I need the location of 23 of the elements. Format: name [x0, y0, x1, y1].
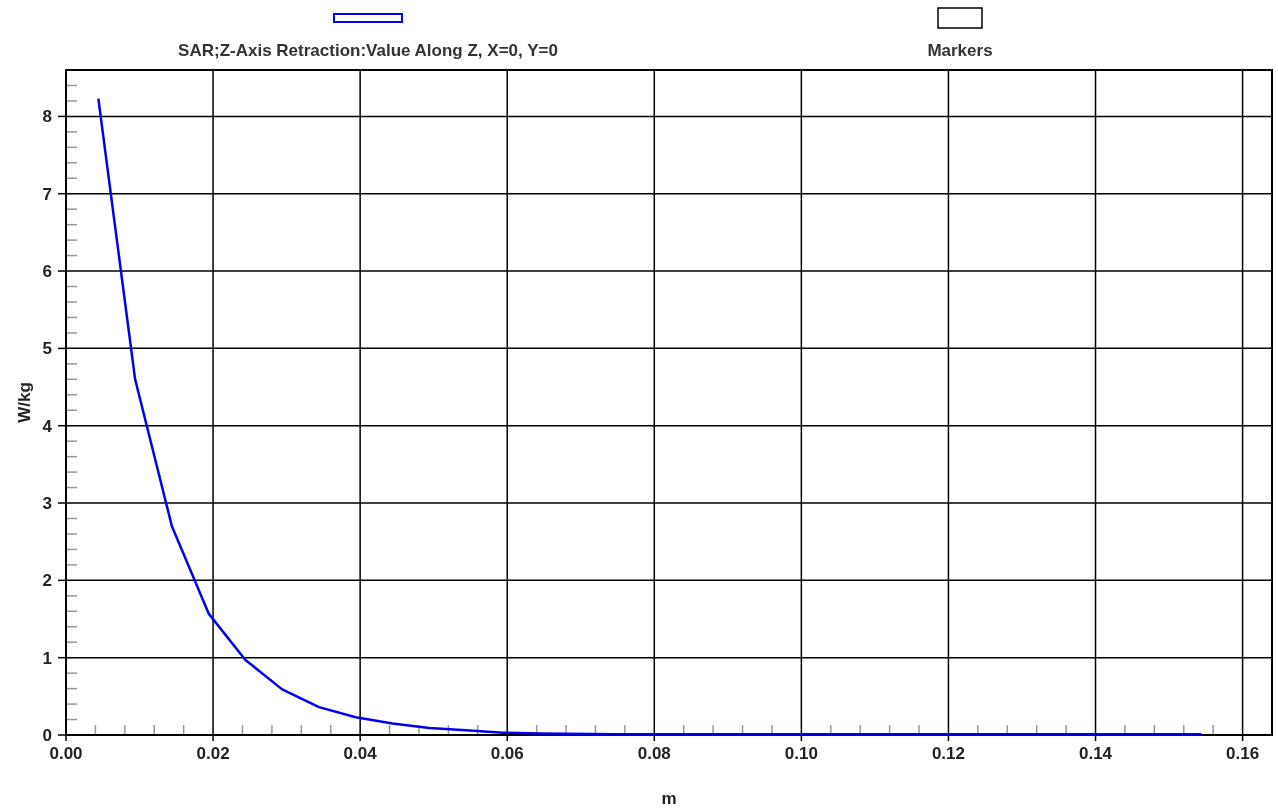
- x-tick-label: 0.06: [490, 744, 524, 763]
- line-series: [97, 97, 1203, 736]
- y-tick-label: 3: [42, 494, 52, 514]
- x-tick-label: 0.12: [931, 744, 965, 763]
- x-tick-label: 0.10: [784, 744, 818, 763]
- y-tick-label: 5: [42, 339, 52, 359]
- y-tick-label: 0: [42, 726, 52, 745]
- y-tick-label: 8: [42, 107, 52, 127]
- y-tick-label: 6: [42, 262, 52, 282]
- y-tick-label: 4: [42, 416, 53, 436]
- x-tick-label: 0.14: [1078, 744, 1113, 763]
- x-tick-label: 0.04: [343, 744, 378, 763]
- text: Markers: [927, 41, 993, 60]
- legend-label: SAR;Z-Axis Retraction:Value Along Z, X=0, Y=0: [178, 41, 558, 60]
- x-axis-title: m: [661, 789, 677, 808]
- x-tick-label: 0.02: [196, 744, 230, 763]
- x-tick-label: 0.00: [49, 744, 83, 763]
- x-tick-label: 0.16: [1226, 744, 1260, 763]
- y-tick-label: 2: [42, 571, 52, 591]
- x-tick-label: 0.08: [637, 744, 671, 763]
- y-axis-title: W/kg: [15, 382, 34, 423]
- y-tick-label: 7: [42, 184, 52, 204]
- y-tick-label: 1: [42, 648, 52, 668]
